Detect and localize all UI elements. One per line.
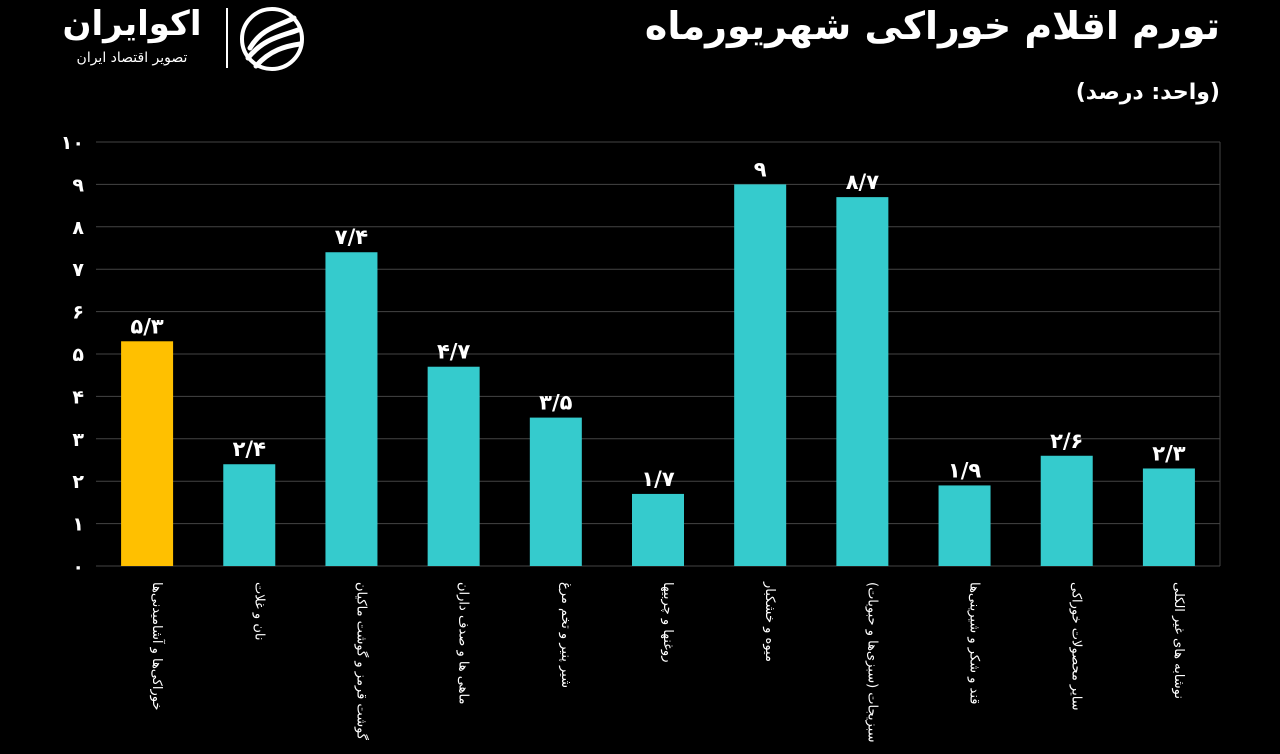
data-label: ۹ [754,157,767,181]
bar [223,464,276,566]
bar [836,197,889,566]
bar [427,366,480,566]
brand-logo: اکوایران تصویر اقتصاد ایران [48,4,318,74]
data-label: ۲/۴ [233,437,266,461]
data-label: ۱/۹ [948,458,981,482]
x-tick-label: شیر پنیر و تخم مرغ [558,582,573,688]
y-tick-label: ۹ [72,174,84,196]
y-tick-label: ۵ [72,344,84,366]
chart-title: تورم اقلام خوراکی شهریورماه [644,4,1220,48]
data-label: ۷/۴ [335,225,368,249]
x-tick-label: روغنها و چربیها [660,582,675,662]
y-tick-label: ۱۰ [61,132,84,154]
ecoiran-logo-icon [240,7,304,71]
data-label: ۳/۵ [539,391,572,415]
bar [1040,455,1093,566]
y-tick-label: ۷ [72,259,84,281]
x-tick-label: سایر محصولات خوراکی [1069,582,1084,711]
x-tick-label: قند و شکر و شیرینی‌ها [967,582,982,704]
y-tick-label: ۱ [72,514,84,536]
data-label: ۱/۷ [641,467,674,491]
bar [121,341,174,566]
bar [325,252,378,567]
data-label: ۲/۳ [1152,441,1185,465]
x-tick-label: ماهی ها و صدف داران [456,582,471,704]
y-tick-label: ۴ [72,386,84,408]
data-label: ۲/۶ [1050,429,1083,453]
y-tick-label: ۸ [72,217,84,239]
bar [938,485,991,566]
bar [529,417,582,566]
x-tick-label: نوشابه های غیر الکلی [1171,582,1186,699]
x-tick-label: خوراکی‌ها و آشامیدنی‌ها [149,582,166,710]
logo-divider [226,8,228,68]
y-tick-label: ۰ [72,556,84,578]
x-tick-label: میوه و خشکبار [762,581,777,662]
x-tick-label: گوشت قرمز و گوشت ماکیان [353,582,369,741]
data-label: ۴/۷ [437,340,470,364]
data-label: ۸/۷ [846,170,879,194]
y-tick-label: ۳ [72,429,84,451]
bar [632,493,684,566]
logo-tagline: تصویر اقتصاد ایران [76,50,188,66]
y-tick-label: ۶ [72,302,84,324]
x-tick-label: نان و غلات [251,582,266,640]
logo-name: اکوایران [62,4,202,44]
y-tick-label: ۲ [72,471,84,493]
bar [1142,468,1195,566]
x-tick-label: سبزیجات (سبزی‌ها و حبوبات) [864,582,879,743]
unit-label: (واحد: درصد) [1075,80,1220,105]
bar [734,184,787,566]
data-label: ۵/۳ [130,314,163,338]
